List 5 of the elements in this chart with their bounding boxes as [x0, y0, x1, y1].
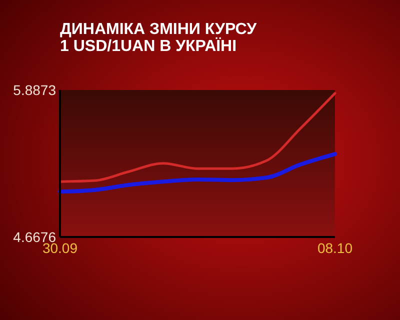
- chart-title: ДИНАМІКА ЗМІНИ КУРСУ 1 USD/1UAN В УКРАЇНІ: [60, 21, 258, 55]
- y-tick-label: 5.8873: [13, 82, 56, 98]
- x-tick-label: 08.10: [317, 240, 353, 256]
- line-series: [58, 92, 336, 183]
- line-series: [58, 152, 337, 194]
